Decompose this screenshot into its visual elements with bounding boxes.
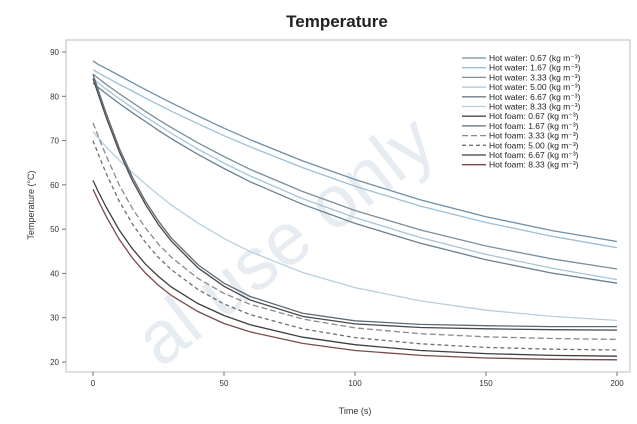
legend-label-10: Hot foam: 5.00 (kg m⁻³): [489, 140, 579, 150]
series-line-3: [92, 73, 618, 270]
x-tick-label: 50: [220, 379, 229, 388]
series-line-1: [92, 60, 618, 243]
series-line-11: [92, 180, 618, 357]
legend-label-12: Hot foam: 8.33 (kg m⁻³): [489, 160, 579, 170]
legend-label-7: Hot foam: 0.67 (kg m⁻³): [489, 111, 579, 121]
series-line-8: [92, 73, 617, 328]
series-line-10: [92, 140, 618, 351]
y-tick-label: 40: [50, 269, 59, 278]
series-line-5: [92, 82, 618, 284]
x-axis-label: Time (s): [339, 406, 372, 416]
series-line-6: [92, 131, 618, 322]
plot-frame: [65, 39, 631, 373]
legend-label-9: Hot foam: 3.33 (kg m⁻³): [489, 131, 579, 141]
y-tick-label: 30: [50, 314, 59, 323]
y-tick-label: 70: [50, 137, 59, 146]
series-line-4: [92, 78, 618, 281]
y-tick-label: 60: [50, 181, 59, 190]
legend-label-6: Hot water: 8.33 (kg m⁻³): [489, 102, 581, 112]
legend-label-4: Hot water: 5.00 (kg m⁻³): [489, 82, 581, 92]
series-line-9: [92, 122, 618, 341]
y-tick-label: 80: [50, 92, 59, 101]
legend-label-3: Hot water: 3.33 (kg m⁻³): [489, 72, 581, 82]
x-tick-label: 200: [610, 379, 624, 388]
series-line-12: [92, 189, 618, 361]
x-tick-label: 150: [479, 379, 493, 388]
x-tick-label: 0: [91, 379, 96, 388]
chart-title: Temperature: [286, 12, 388, 31]
legend-label-2: Hot water: 1.67 (kg m⁻³): [489, 63, 581, 73]
plot-area: 0 50 100 150 200 20 30 40 50 60 70 80 90: [50, 39, 631, 388]
legend: Hot water: 0.67 (kg m⁻³)Hot water: 1.67 …: [462, 53, 581, 170]
legend-label-1: Hot water: 0.67 (kg m⁻³): [489, 53, 581, 63]
legend-label-5: Hot water: 6.67 (kg m⁻³): [489, 92, 581, 102]
y-tick-label: 50: [50, 225, 59, 234]
legend-label-11: Hot foam: 6.67 (kg m⁻³): [489, 150, 579, 160]
y-tick-label: 90: [50, 48, 59, 57]
legend-label-8: Hot foam: 1.67 (kg m⁻³): [489, 121, 579, 131]
series-line-2: [92, 69, 618, 249]
y-tick-label: 20: [50, 358, 59, 367]
series-line-7: [92, 78, 618, 331]
y-axis-label: Temperature (°C): [26, 170, 36, 239]
x-tick-label: 100: [348, 379, 362, 388]
